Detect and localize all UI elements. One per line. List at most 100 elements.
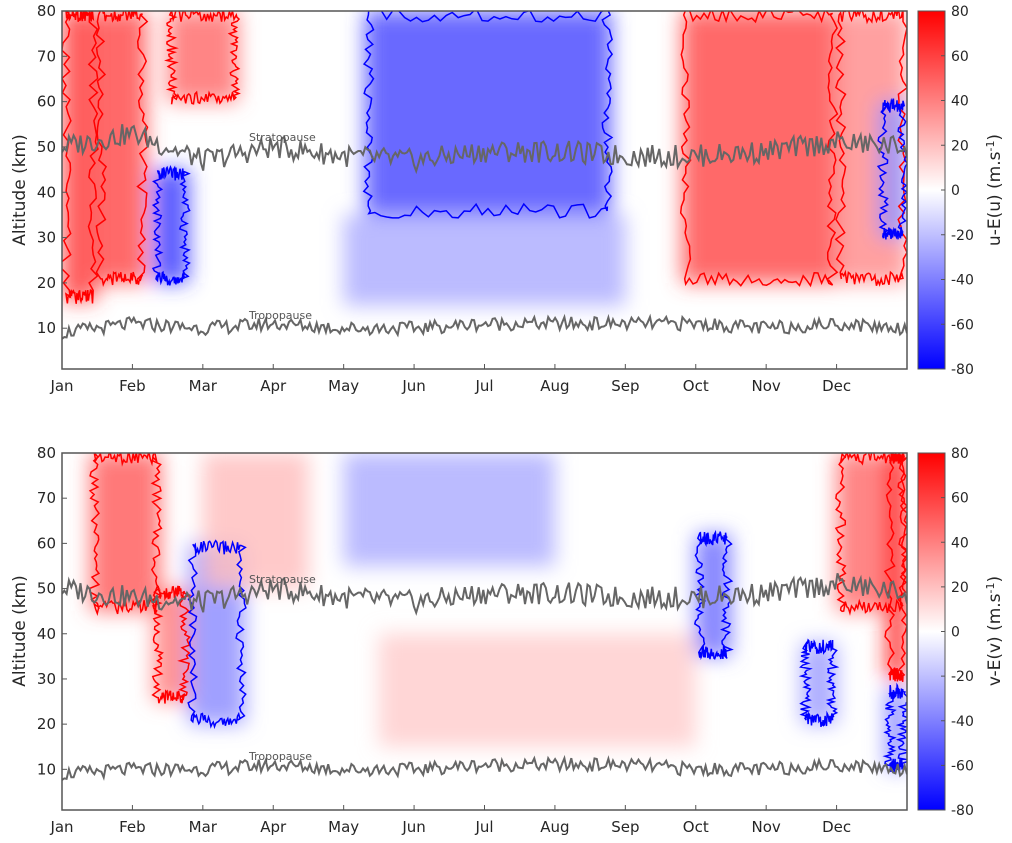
y-tick-label: 80 — [37, 2, 56, 20]
contour-line — [151, 164, 191, 286]
colorbar-tick-label: -80 — [951, 362, 974, 378]
u-anomaly-contours — [62, 11, 907, 305]
x-tick-label: Dec — [822, 818, 851, 836]
contour-line — [362, 11, 614, 219]
y-tick-label: 40 — [37, 625, 56, 643]
colorbar-tick-label: -40 — [951, 273, 974, 289]
bottom-y-axis-label: Altitude (km) — [10, 575, 30, 687]
colorbar-tick-label: 0 — [951, 183, 960, 199]
y-tick-label: 10 — [37, 760, 56, 778]
y-tick-label: 50 — [37, 580, 56, 598]
bottom-x-ticks: Jan Feb Mar Apr May Jun Jul Aug Sep Oct Nov Dec — [49, 805, 851, 836]
contour-line — [164, 11, 241, 105]
anomaly-region — [202, 453, 309, 589]
colorbar-tick-label: -60 — [951, 758, 974, 774]
x-tick-label: Jun — [401, 377, 425, 395]
x-tick-label: Feb — [119, 377, 146, 395]
contour-line — [876, 97, 907, 240]
contour-line — [882, 682, 907, 773]
x-tick-label: Oct — [683, 818, 709, 836]
anomaly-region — [681, 11, 837, 283]
y-tick-label: 40 — [37, 183, 56, 201]
colorbar-tick-label: -40 — [951, 714, 974, 730]
x-tick-label: Jul — [474, 377, 493, 395]
x-tick-label: May — [328, 377, 359, 395]
stratopause-label: Stratopause — [249, 131, 316, 144]
bottom-colorbar — [917, 452, 946, 811]
y-tick-label: 20 — [37, 715, 56, 733]
x-tick-label: Jun — [401, 818, 425, 836]
anomaly-region — [167, 11, 239, 102]
x-tick-label: Dec — [822, 377, 851, 395]
colorbar-tick-label: 20 — [951, 138, 969, 154]
anomaly-region — [378, 633, 696, 747]
y-tick-label: 70 — [37, 47, 56, 65]
v-anomaly-contours — [88, 453, 907, 773]
y-tick-label: 80 — [37, 444, 56, 462]
contour-line — [151, 584, 192, 704]
anomaly-region — [97, 11, 147, 283]
stratopause-line — [62, 124, 907, 175]
x-tick-label: Jan — [49, 377, 73, 395]
stratopause-line — [62, 572, 907, 616]
colorbar-tick-label: 80 — [951, 4, 969, 20]
x-tick-label: Apr — [260, 818, 287, 836]
x-tick-label: May — [328, 818, 359, 836]
contour-line — [62, 11, 99, 305]
colorbar-tick-label: -20 — [951, 228, 974, 244]
anomaly-region — [90, 453, 161, 612]
y-tick-label: 60 — [37, 93, 56, 111]
colorbar-tick-label: -80 — [951, 803, 974, 819]
contour-line — [95, 11, 149, 287]
colorbar-tick-label: -60 — [951, 317, 974, 333]
anomaly-region — [343, 214, 626, 306]
y-tick-label: 30 — [37, 229, 56, 247]
y-tick-label: 10 — [37, 319, 56, 337]
panel-u-wind: Stratopause Tropopause Jan Feb Mar Apr May Ju… — [10, 2, 1005, 395]
bottom-colorbar-label: v-E(v) (m.s-1) — [984, 576, 1005, 686]
x-tick-label: Nov — [752, 818, 781, 836]
tropopause-label: Tropopause — [248, 309, 312, 322]
colorbar-tick-label: 40 — [951, 535, 969, 551]
y-tick-label: 70 — [37, 489, 56, 507]
contour-line — [693, 529, 734, 661]
top-colorbar-ticks: 80 60 40 20 0 -20 -40 -60 -80 — [941, 4, 974, 378]
tropopause-label: Tropopause — [248, 750, 312, 763]
stratopause-label: Stratopause — [249, 573, 316, 586]
y-tick-label: 50 — [37, 138, 56, 156]
colorbar-tick-label: 60 — [951, 491, 969, 507]
contour-line — [834, 453, 907, 616]
x-tick-label: Apr — [260, 377, 287, 395]
anomaly-region — [364, 11, 612, 215]
colorbar-tick-label: 60 — [951, 49, 969, 65]
x-tick-label: Nov — [752, 377, 781, 395]
y-tick-label: 20 — [37, 274, 56, 292]
top-x-ticks: Jan Feb Mar Apr May Jun Jul Aug Sep Oct Nov Dec — [49, 364, 851, 395]
colorbar-tick-label: 20 — [951, 580, 969, 596]
y-tick-label: 30 — [37, 670, 56, 688]
anomaly-region — [343, 453, 555, 566]
tropopause-line — [62, 313, 907, 340]
x-tick-label: Mar — [189, 818, 218, 836]
x-tick-label: Oct — [683, 377, 709, 395]
contour-line — [834, 11, 907, 287]
x-tick-label: Jan — [49, 818, 73, 836]
x-tick-label: Jul — [474, 818, 493, 836]
colorbar-tick-label: 40 — [951, 94, 969, 110]
colorbar-tick-label: 0 — [951, 625, 960, 641]
top-colorbar — [917, 10, 946, 370]
top-colorbar-label: u-E(u) (m.s-1) — [984, 134, 1005, 246]
bottom-y-ticks: 10 20 30 40 50 60 70 80 — [37, 444, 67, 778]
colorbar-tick-label: -20 — [951, 669, 974, 685]
x-tick-label: Feb — [119, 818, 146, 836]
x-tick-label: Sep — [611, 377, 639, 395]
x-tick-label: Sep — [611, 818, 639, 836]
top-y-axis-label: Altitude (km) — [10, 134, 30, 246]
contour-line — [883, 453, 907, 682]
contour-line — [88, 453, 163, 617]
x-tick-label: Mar — [189, 377, 218, 395]
tropopause-line — [62, 754, 907, 781]
top-y-ticks: 10 20 30 40 50 60 70 80 — [37, 2, 67, 337]
contour-line — [187, 539, 247, 730]
